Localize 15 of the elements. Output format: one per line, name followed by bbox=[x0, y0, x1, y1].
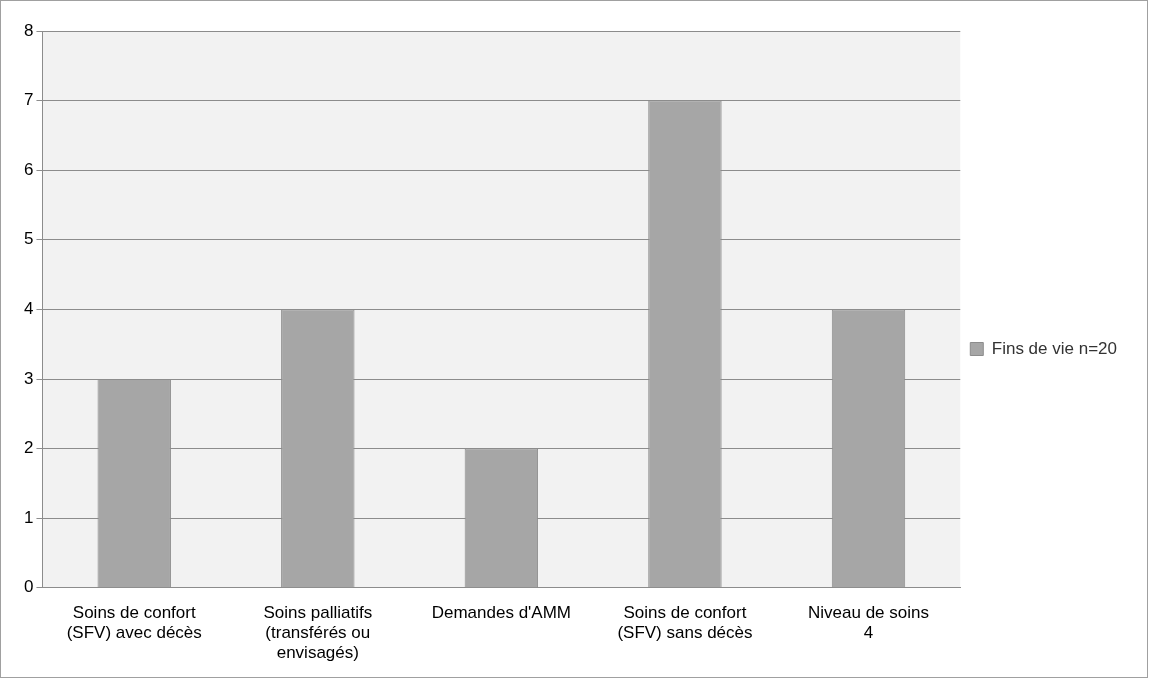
y-tick-label: 4 bbox=[23, 299, 34, 319]
y-tick-label: 2 bbox=[23, 438, 34, 458]
x-tick-label: Soins de confort (SFV) avec décès bbox=[66, 602, 202, 643]
x-tick-label: Niveau de soins 4 bbox=[808, 602, 929, 643]
y-tick-label: 7 bbox=[23, 90, 34, 110]
y-tick-label: 0 bbox=[23, 577, 34, 597]
legend-label: Fins de vie n=20 bbox=[991, 338, 1117, 358]
x-tick-label: Soins de confort (SFV) sans décès bbox=[617, 602, 753, 643]
y-tick-label: 8 bbox=[23, 20, 34, 40]
y-tick-label: 1 bbox=[23, 507, 34, 527]
y-tick-label: 6 bbox=[23, 159, 34, 179]
y-tick-label: 5 bbox=[23, 229, 34, 249]
y-tick-label: 3 bbox=[23, 368, 34, 388]
x-tick-label: Soins palliatifs (transférés ou envisagés) bbox=[263, 602, 373, 663]
x-tick-label: Demandes d'AMM bbox=[431, 602, 572, 622]
